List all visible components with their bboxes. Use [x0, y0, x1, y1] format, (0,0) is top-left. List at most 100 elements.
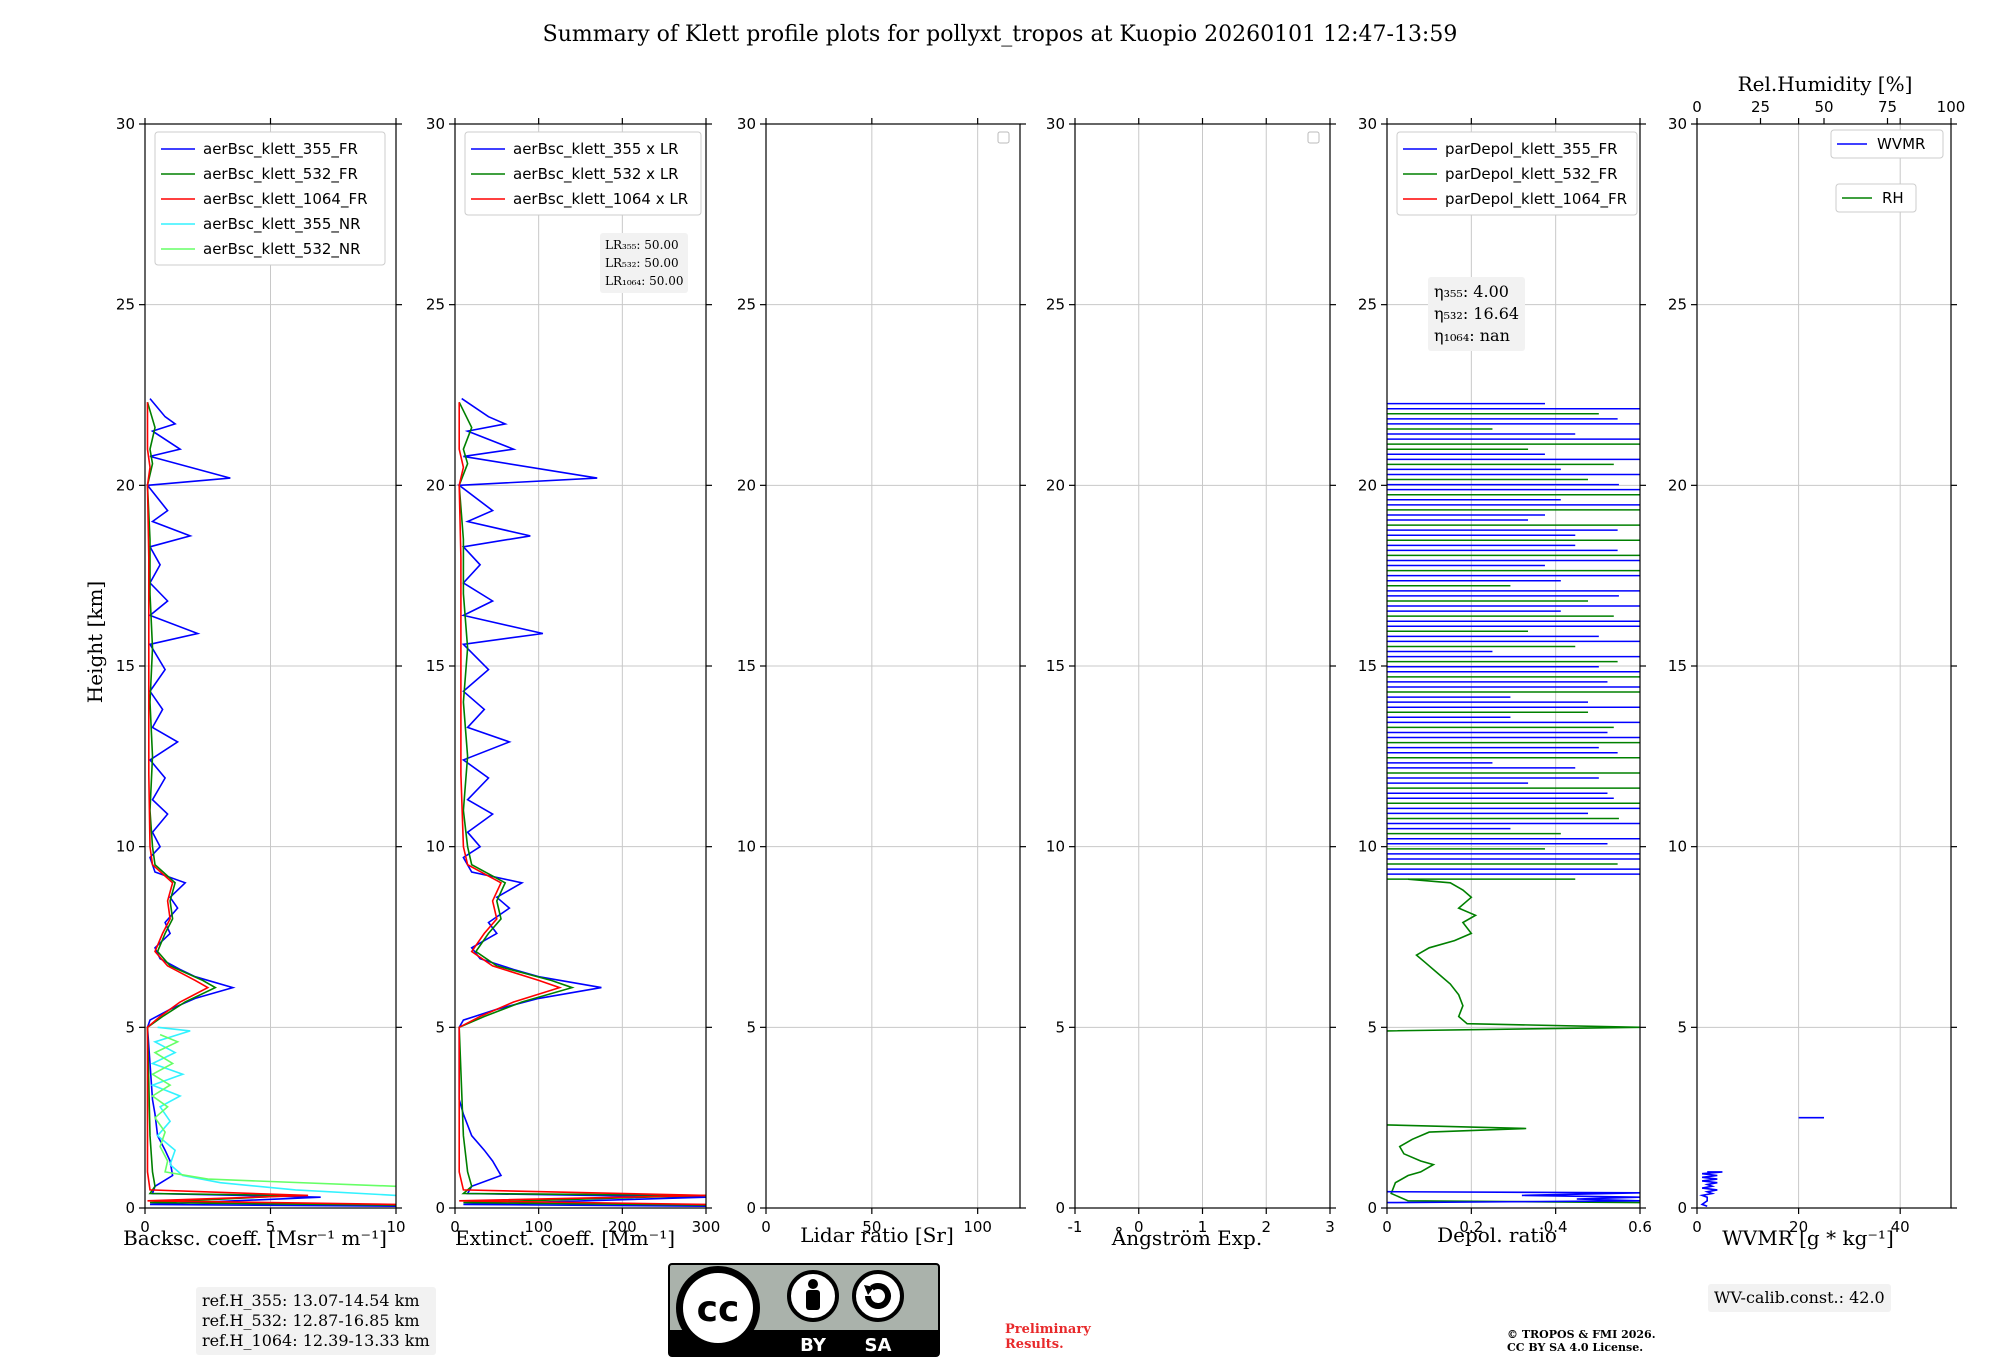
y-tick-label: 0 [125, 1199, 135, 1217]
y-tick-label: 20 [1358, 476, 1377, 494]
legend-label: aerBsc_klett_1064_FR [203, 190, 368, 209]
legend-label: parDepol_klett_1064_FR [1445, 190, 1627, 209]
preliminary-line-2: Results. [1005, 1337, 1064, 1352]
copyright-note: © TROPOS & FMI 2026. CC BY SA 4.0 Licens… [1507, 1328, 1656, 1354]
series-aerBsc_klett_1064_FR [146, 402, 396, 1206]
series-parDepol_klett_532_FR_low [1387, 1124, 1640, 1204]
x-tick-label: 0 [761, 1218, 771, 1236]
eta-1064-label: η₁₀₆₄: nan [1434, 326, 1510, 345]
wv-calib-label: WV-calib.const.: 42.0 [1714, 1288, 1885, 1307]
y-tick-label: 10 [737, 838, 756, 856]
y-tick-label: 30 [737, 115, 756, 133]
eta-355-label: η₃₅₅: 4.00 [1434, 282, 1509, 301]
y-tick-label: 20 [426, 476, 445, 494]
y-tick-label: 5 [1367, 1018, 1377, 1036]
y-tick-label: 10 [1046, 838, 1065, 856]
lr-info-box: LR₃₅₅: 50.00 LR₅₃₂: 50.00 LR₁₀₆₄: 50.00 [600, 233, 689, 293]
y-tick-label: 5 [746, 1018, 756, 1036]
xlabel-extinction: Extinct. coeff. [Mm⁻¹] [454, 1226, 676, 1250]
xlabel-lidar-ratio: Lidar ratio [Sr] [800, 1223, 954, 1247]
y-tick-label: 15 [737, 657, 756, 675]
series-aerBsc_klett_355_FR [145, 398, 396, 1207]
y-tick-label: 15 [1358, 657, 1377, 675]
legend-label: parDepol_klett_532_FR [1445, 165, 1618, 184]
legend-box [1396, 131, 1638, 216]
x-tick-label: 3 [1325, 1218, 1335, 1236]
series-aerBsc_klett_532_NR [150, 1033, 396, 1188]
x-tick-label: 2 [1261, 1218, 1271, 1236]
xlabel-backscatter: Backsc. coeff. [Msr⁻¹ m⁻¹] [123, 1226, 387, 1250]
y-tick-label: 15 [116, 657, 135, 675]
legend-label: aerBsc_klett_532 x LR [513, 165, 679, 184]
x-tick-label: 20 [1789, 1218, 1808, 1236]
lr-355-label: LR₃₅₅: 50.00 [605, 238, 679, 252]
legend-label: aerBsc_klett_532_FR [203, 165, 358, 184]
xlabel-wvmr: WVMR [g * kg⁻¹] [1722, 1226, 1894, 1250]
series-WVMR [1699, 1171, 1723, 1207]
series-aerBsc_klett_355_NR [150, 1026, 396, 1197]
wv-calib-box: WV-calib.const.: 42.0 [1708, 1284, 1891, 1312]
lr-1064-label: LR₁₀₆₄: 50.00 [605, 274, 684, 288]
y-tick-label: 5 [435, 1018, 445, 1036]
series-aerBsc_klett_1064 x LR [458, 402, 706, 1206]
legend-label: aerBsc_klett_355 x LR [513, 140, 679, 159]
cc-logo-text: cc [697, 1289, 740, 1330]
y-tick-label: 10 [1668, 838, 1687, 856]
lr-532-label: LR₅₃₂: 50.00 [605, 256, 679, 270]
y-tick-label: 20 [1668, 476, 1687, 494]
ref-heights-box: ref.H_355: 13.07-14.54 km ref.H_532: 12.… [196, 1287, 436, 1355]
ref-h-532: ref.H_532: 12.87-16.85 km [202, 1311, 420, 1330]
y-tick-label: 0 [1055, 1199, 1065, 1217]
y-tick-label: 20 [737, 476, 756, 494]
cc-license-badge: cc BY SA [668, 1263, 940, 1357]
preliminary-line-1: Preliminary [1005, 1322, 1091, 1337]
legend-label: aerBsc_klett_1064 x LR [513, 190, 688, 209]
top-x-tick-label: 100 [1937, 98, 1966, 116]
eta-info-box: η₃₅₅: 4.00 η₅₃₂: 16.64 η₁₀₆₄: nan [1428, 277, 1526, 351]
y-tick-label: 10 [116, 838, 135, 856]
series-aerBsc_klett_532 x LR [458, 401, 706, 1206]
x-tick-label: 0.2 [1459, 1218, 1483, 1236]
series-aerBsc_klett_532_FR [146, 401, 396, 1206]
eta-532-label: η₅₃₂: 16.64 [1434, 304, 1520, 323]
panel-lr: 0 5 10 15 20 25 30 0 50 100 [737, 115, 1026, 1236]
sa-share-icon [852, 1270, 904, 1322]
x-tick-label: 5 [266, 1218, 276, 1236]
top-x-tick-label: 50 [1814, 98, 1833, 116]
y-tick-label: 0 [435, 1199, 445, 1217]
legend-box [154, 131, 386, 266]
legend-label: aerBsc_klett_355_NR [203, 215, 361, 234]
legend-label: aerBsc_klett_355_FR [203, 140, 358, 159]
y-tick-label: 30 [1358, 115, 1377, 133]
x-tick-label: 100 [524, 1218, 553, 1236]
legend-label: WVMR [1877, 135, 1925, 153]
ref-h-1064: ref.H_1064: 12.39-13.33 km [202, 1331, 430, 1350]
y-tick-label: 20 [1046, 476, 1065, 494]
x-tick-label: 40 [1891, 1218, 1910, 1236]
panel-bsc: 0 5 10 15 20 25 30 0 5 10 aerBsc_klett_355_FR aerBs… [116, 115, 406, 1236]
by-label: BY [800, 1335, 827, 1356]
legend-label: aerBsc_klett_532_NR [203, 240, 361, 259]
y-tick-label: 15 [1668, 657, 1687, 675]
empty-legend-box [1307, 131, 1320, 144]
copyright-line-1: © TROPOS & FMI 2026. [1507, 1328, 1656, 1341]
xlabel-angstrom: Ångström Exp. [1111, 1226, 1263, 1250]
x-tick-label: 0 [450, 1218, 460, 1236]
y-tick-label: 5 [1677, 1018, 1687, 1036]
x-tick-label: 1 [1198, 1218, 1208, 1236]
legend-label: RH [1882, 189, 1904, 207]
preliminary-note: Preliminary Results. [1005, 1322, 1091, 1352]
y-tick-label: 0 [1367, 1199, 1377, 1217]
x-tick-label: 50 [862, 1218, 881, 1236]
y-tick-label: 5 [125, 1018, 135, 1036]
y-tick-label: 5 [1055, 1018, 1065, 1036]
x-tick-label: 0 [1692, 1218, 1702, 1236]
y-tick-label: 15 [1046, 657, 1065, 675]
series-parDepol_klett_532_FR [1387, 878, 1640, 1032]
legend-box [1835, 183, 1917, 213]
top-xlabel-rh: Rel.Humidity [%] [1737, 72, 1913, 96]
panel-wv: 0 5 10 15 20 25 30 0 20 40 0 25 50 75 100 WVMR RH [1668, 98, 1965, 1236]
y-tick-label: 30 [1046, 115, 1065, 133]
